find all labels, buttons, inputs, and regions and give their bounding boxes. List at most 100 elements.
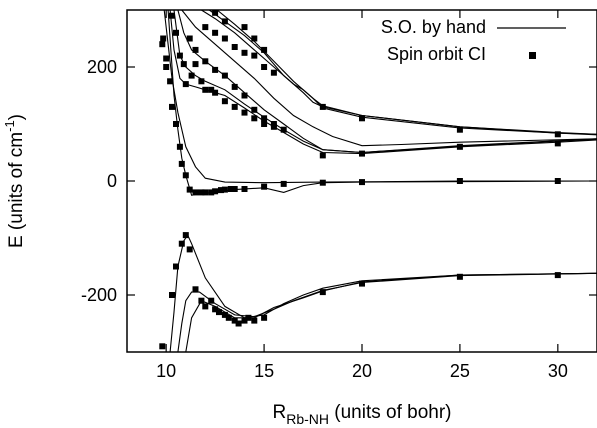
ci-point bbox=[163, 64, 170, 70]
ci-point bbox=[241, 92, 248, 99]
so-by-hand-curve-8 bbox=[208, 10, 597, 135]
ci-point bbox=[231, 103, 238, 110]
ci-point bbox=[261, 115, 268, 122]
so-by-hand-curve-9 bbox=[216, 10, 597, 136]
ci-point bbox=[178, 240, 185, 247]
ci-point bbox=[160, 35, 167, 42]
ci-point bbox=[251, 106, 258, 113]
legend-square-swatch bbox=[529, 52, 536, 59]
ci-point bbox=[359, 179, 365, 186]
legend: S.O. by hand Spin orbit CI bbox=[381, 17, 566, 64]
ci-point bbox=[270, 121, 277, 127]
so-by-hand-curve-10 bbox=[169, 233, 597, 352]
ci-point bbox=[241, 186, 248, 192]
so-by-hand-curve-11 bbox=[177, 272, 597, 352]
ci-point bbox=[241, 109, 248, 116]
x-tick-label: 20 bbox=[352, 361, 372, 381]
x-axis-title: RRb-NH (units of bohr) bbox=[272, 402, 451, 427]
ci-point bbox=[182, 172, 189, 179]
axis-tick-labels: 10 15 20 25 30 -200 0 200 bbox=[81, 57, 568, 381]
x-axis-title-subscript: Rb-NH bbox=[286, 411, 329, 427]
ci-point bbox=[251, 35, 258, 42]
ci-point bbox=[456, 143, 463, 150]
ci-point bbox=[208, 86, 215, 93]
ci-point bbox=[202, 189, 209, 196]
x-axis-title-prefix: R bbox=[272, 402, 286, 423]
y-tick-label: 0 bbox=[107, 171, 117, 191]
legend-label-spin-orbit-ci: Spin orbit CI bbox=[387, 44, 486, 64]
y-axis-title-superscript: -1 bbox=[2, 120, 17, 132]
ci-point bbox=[202, 303, 209, 310]
ci-point bbox=[221, 311, 228, 318]
ci-point bbox=[198, 78, 205, 85]
ci-point bbox=[241, 317, 248, 324]
ci-point bbox=[212, 66, 219, 73]
legend-label-so-by-hand: S.O. by hand bbox=[381, 17, 486, 37]
ci-point bbox=[169, 103, 175, 110]
x-tick-label: 25 bbox=[450, 361, 470, 381]
x-tick-label: 30 bbox=[548, 361, 568, 381]
ci-point bbox=[173, 263, 179, 270]
ci-point bbox=[225, 314, 232, 321]
ci-point bbox=[198, 189, 205, 196]
ci-point bbox=[221, 186, 228, 193]
ci-point bbox=[192, 61, 199, 68]
ci-point bbox=[202, 58, 209, 65]
ci-point bbox=[241, 24, 248, 31]
ci-point bbox=[208, 189, 215, 196]
ci-point bbox=[241, 49, 248, 56]
ci-point bbox=[456, 178, 463, 184]
ci-point bbox=[231, 186, 238, 192]
ci-point bbox=[169, 12, 175, 19]
spin-orbit-ci-series bbox=[159, 10, 561, 350]
ci-point bbox=[212, 306, 219, 313]
ci-point bbox=[202, 86, 209, 93]
ci-point bbox=[159, 343, 166, 350]
ci-point bbox=[554, 272, 561, 279]
ci-point bbox=[169, 292, 175, 298]
so-by-hand-curve-12 bbox=[185, 272, 597, 352]
so-by-hand-series bbox=[163, 10, 597, 352]
ci-point bbox=[221, 98, 228, 105]
ci-point bbox=[359, 150, 365, 157]
ci-point bbox=[192, 286, 199, 293]
ci-point bbox=[261, 121, 268, 127]
ci-point bbox=[186, 35, 193, 42]
ci-point bbox=[198, 297, 205, 304]
ci-point bbox=[182, 232, 189, 239]
ci-point bbox=[221, 18, 228, 25]
ci-point bbox=[261, 46, 268, 53]
ci-point bbox=[208, 297, 215, 304]
ci-point bbox=[188, 72, 195, 79]
ci-point bbox=[245, 314, 252, 321]
ci-point bbox=[231, 317, 238, 324]
ci-point bbox=[163, 55, 170, 62]
y-axis-title-suffix: ) bbox=[6, 114, 27, 120]
ci-point bbox=[186, 186, 193, 193]
ci-point bbox=[178, 160, 185, 167]
ci-point bbox=[235, 320, 242, 327]
so-by-hand-curve-6 bbox=[181, 10, 597, 147]
ci-point bbox=[554, 178, 561, 184]
ci-point bbox=[270, 69, 277, 76]
ci-point bbox=[167, 78, 174, 85]
ci-point bbox=[186, 246, 193, 253]
ci-point bbox=[173, 29, 179, 36]
ci-point bbox=[554, 131, 561, 138]
ci-point bbox=[319, 179, 326, 186]
ci-point bbox=[280, 180, 287, 187]
ci-point bbox=[192, 46, 199, 53]
ci-point bbox=[231, 83, 238, 90]
ci-point bbox=[554, 140, 561, 147]
ci-point bbox=[359, 280, 365, 287]
ci-point bbox=[280, 126, 287, 133]
ci-point bbox=[261, 183, 268, 190]
ci-point bbox=[182, 81, 189, 88]
axis-ticks bbox=[127, 10, 597, 352]
ci-point bbox=[221, 72, 228, 79]
ci-point bbox=[261, 64, 268, 70]
ci-point bbox=[173, 121, 179, 127]
ci-point bbox=[456, 273, 463, 280]
ci-point bbox=[176, 52, 183, 59]
